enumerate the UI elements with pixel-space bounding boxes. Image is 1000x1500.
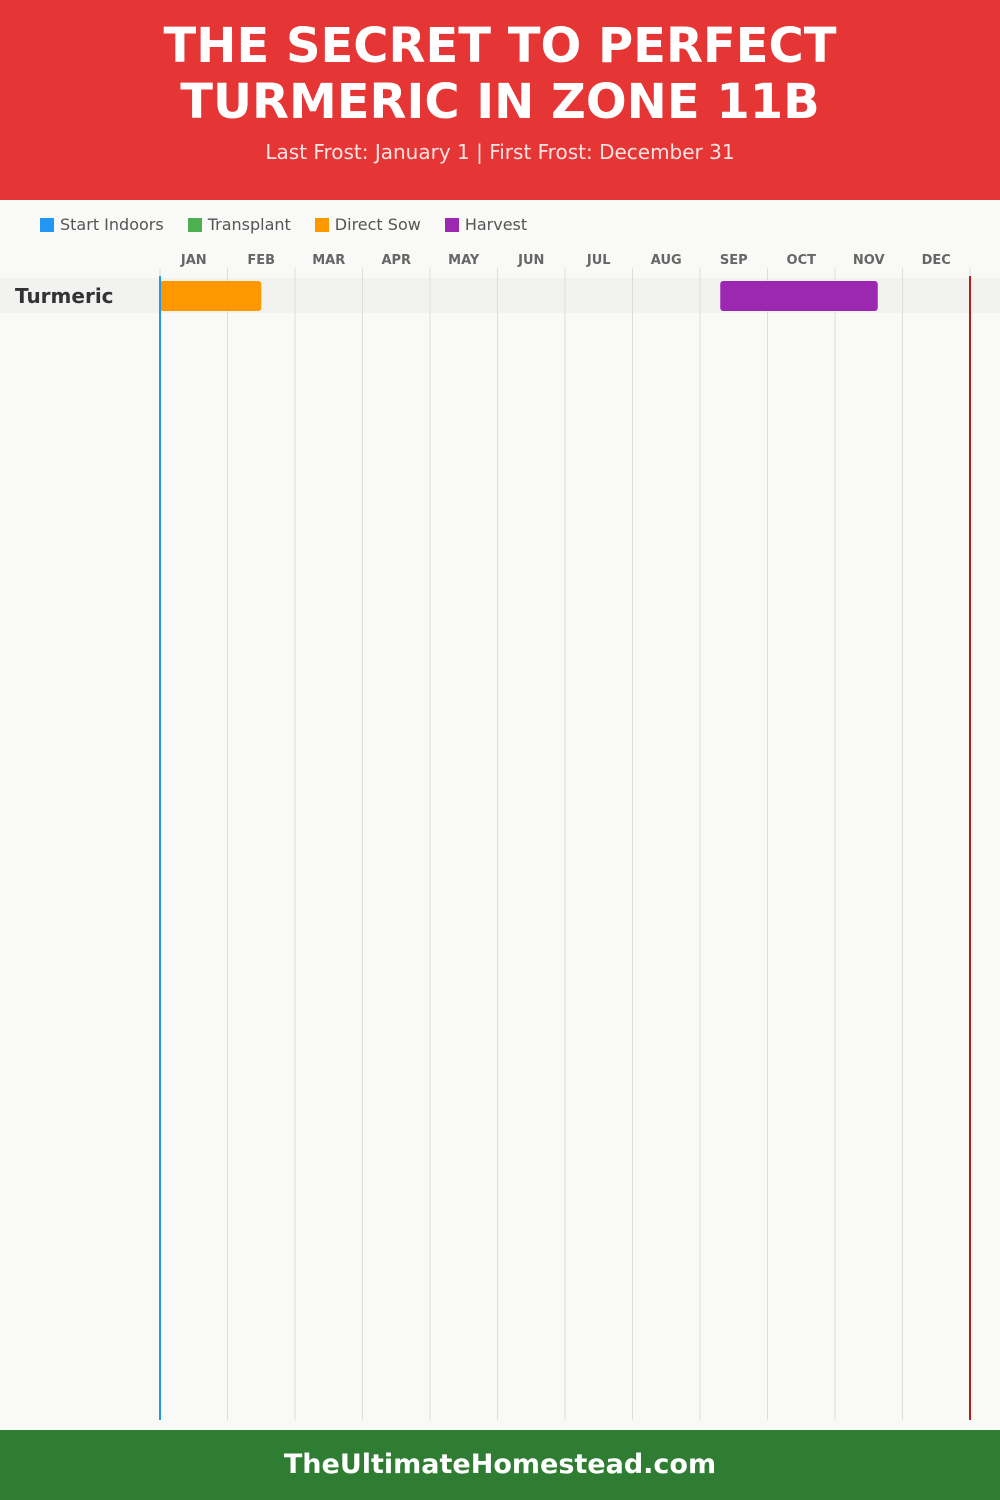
month-label: SEP [720,253,748,268]
swatch [314,217,329,232]
swatch [444,217,459,232]
bar-direct-sow [160,281,262,311]
legend-label: Direct Sow [334,215,421,234]
page-title: The Secret to Perfect Turmeric in Zone 1… [163,18,837,130]
month-label: JUN [517,253,544,268]
legend-item-harvest: Harvest [444,215,528,234]
crop-label: Turmeric [15,284,114,308]
legend-item-transplant: Transplant [187,215,291,234]
month-label: JUL [586,253,611,268]
bar-harvest [720,281,878,311]
frost-dates: Last Frost: January 1 | First Frost: Dec… [265,140,735,164]
footer-site: TheUltimateHomestead.com [0,1430,1000,1500]
month-label: JAN [180,253,207,268]
legend-label: Start Indoors [60,215,164,234]
month-label: OCT [787,253,817,268]
swatch [40,217,54,232]
header: The Secret to Perfect Turmeric in Zone 1… [0,0,1000,200]
month-label: MAR [312,253,345,268]
month-label: FEB [247,253,275,268]
month-label: APR [381,253,411,268]
legend-label: Harvest [464,215,528,234]
month-label: AUG [651,253,682,268]
planting-chart: JAN FEB MAR APR MAY JUN JUL AUG SEP OCT NOV DEC Turm… [0,253,1000,1420]
month-label: DEC [922,253,951,268]
legend-label: Transplant [207,215,291,234]
month-label: MAY [448,253,480,268]
legend: Start Indoors Transplant Direct Sow Harv… [40,215,527,234]
swatch [187,217,202,232]
legend-item-start-indoors: Start Indoors [40,215,164,234]
legend-item-direct-sow: Direct Sow [314,215,421,234]
month-label: NOV [853,253,885,268]
